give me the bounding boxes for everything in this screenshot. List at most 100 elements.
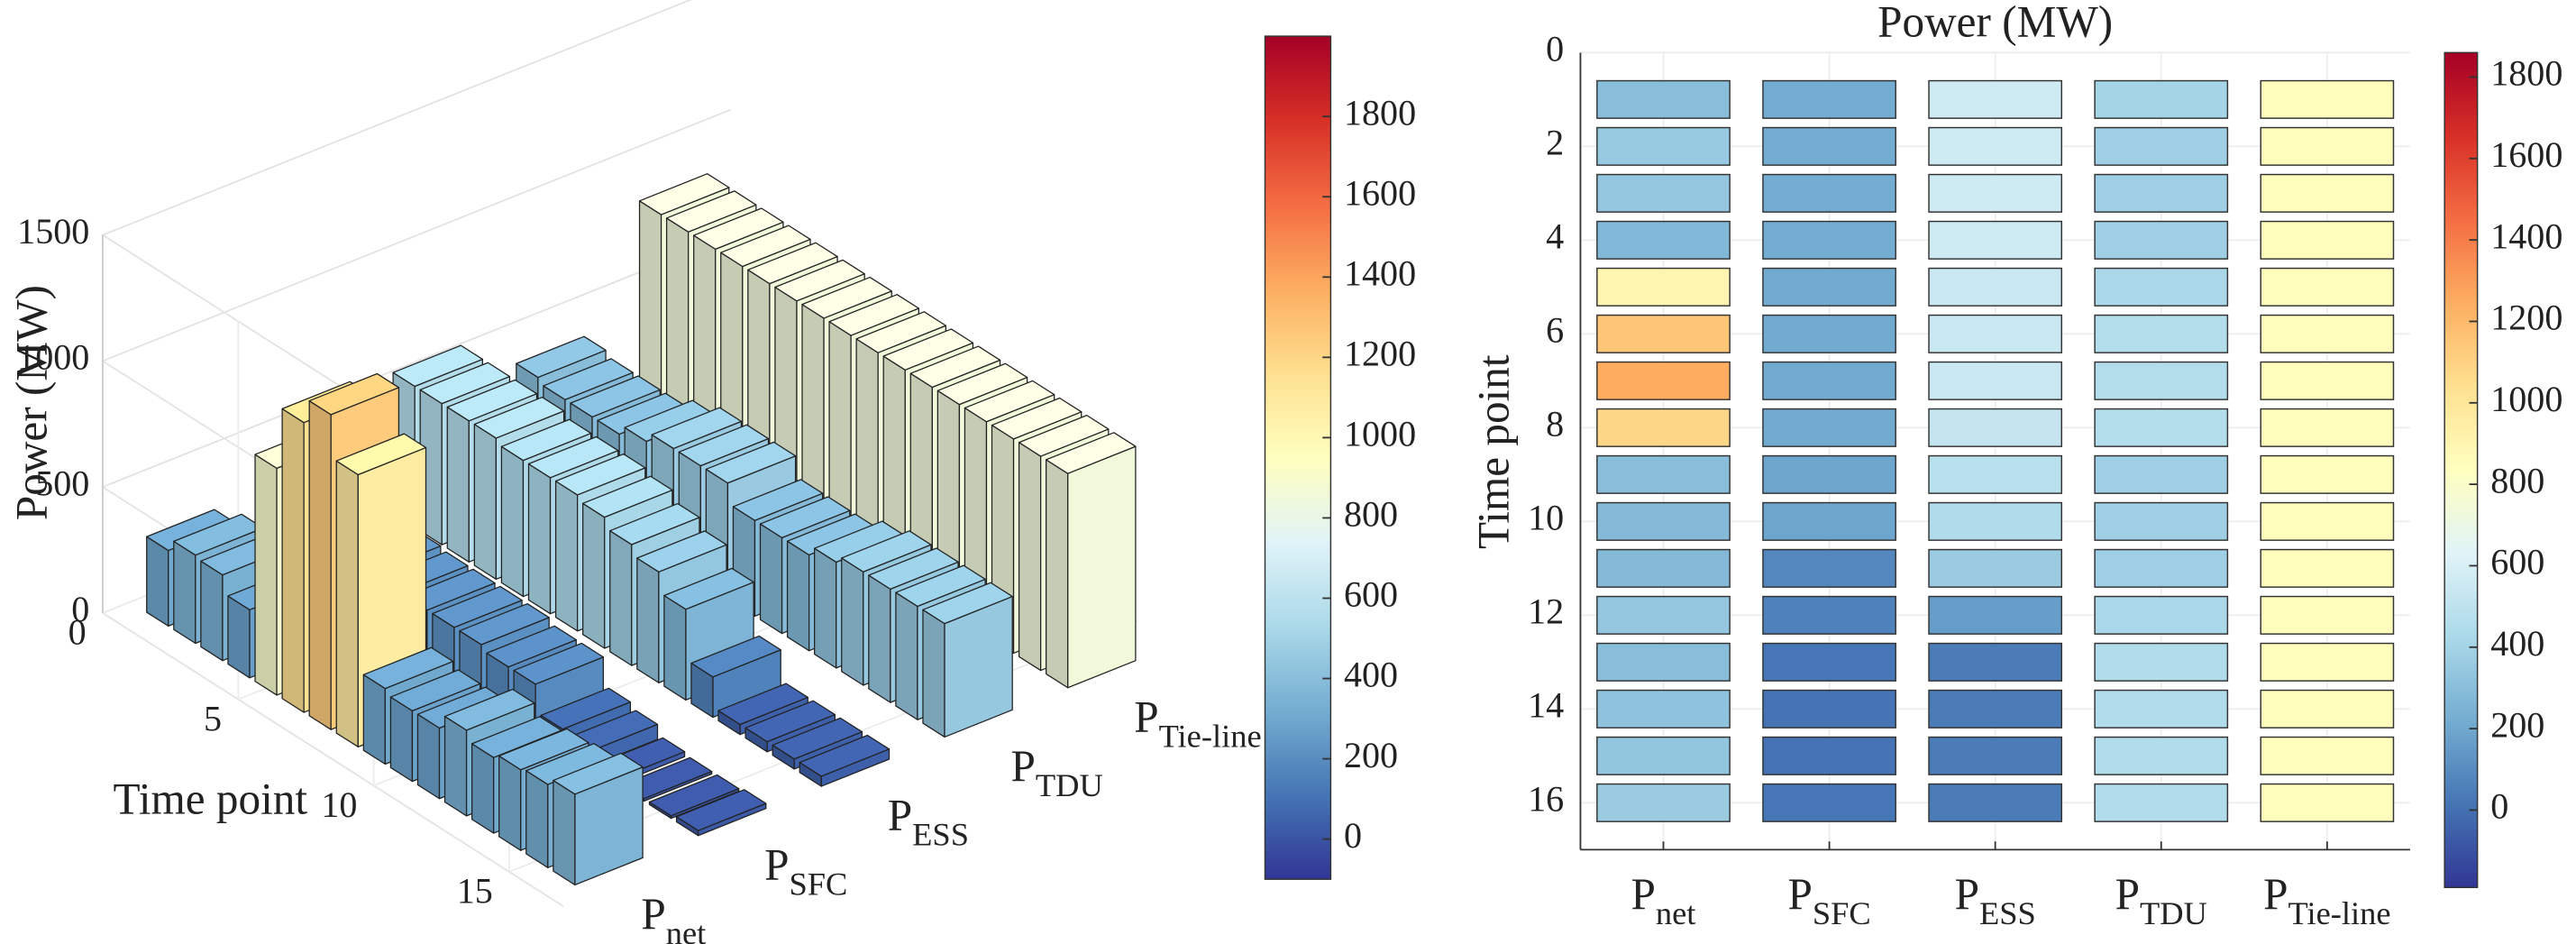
heatmap-cell: [2094, 642, 2229, 682]
heatmap-cell: [2260, 126, 2395, 166]
heatmap-cell: [2094, 783, 2229, 822]
heatmap-cell: [1762, 454, 1896, 494]
heatmap-cell: [1596, 642, 1731, 682]
heatmap-cell: [1596, 454, 1731, 494]
bar-top: [553, 752, 644, 795]
bar-side: [868, 574, 891, 703]
colorbar-tick-label: 0: [1344, 815, 1362, 856]
bar-side: [786, 540, 810, 652]
colorbar-tick-label: 600: [1344, 574, 1398, 615]
heatmap-cell: [1596, 173, 1731, 213]
bar-top: [868, 547, 959, 591]
category-base: P: [888, 791, 912, 840]
bar-top: [570, 375, 661, 418]
colorbar-tick-label: 1200: [2490, 298, 2562, 338]
bar-side: [443, 715, 468, 817]
heatmap-cell: [1762, 689, 1896, 729]
bar-top: [855, 311, 947, 353]
category-base: P: [1134, 692, 1158, 742]
bar-side: [281, 408, 305, 713]
heatmap-cell: [1596, 126, 1731, 166]
heatmap-cell: [2260, 361, 2395, 400]
heatmap-cell: [1596, 79, 1731, 119]
bar-side: [254, 454, 278, 696]
category-base: P: [1011, 741, 1036, 791]
bar-top: [717, 683, 808, 726]
colorbar-tick-label: 400: [2490, 623, 2544, 664]
heatmap-cell: [1596, 548, 1731, 588]
bar-top: [419, 362, 511, 405]
bar-side: [362, 674, 387, 765]
heatmap-cell: [1596, 408, 1731, 447]
heatmap-cell: [1762, 501, 1896, 541]
heatmap-cell: [1762, 595, 1896, 635]
heatmap-cell: [2260, 79, 2395, 119]
bar-top: [841, 530, 932, 573]
heatmap-cell: [1928, 361, 2063, 400]
colorbar-tick-label: 0: [2490, 786, 2508, 827]
y-tick-label: 4: [1546, 216, 1564, 257]
bar-side: [759, 523, 783, 635]
colorbar-tick-label: 1000: [2490, 379, 2562, 419]
bar-top: [486, 625, 577, 668]
heatmap-cell: [2260, 173, 2395, 213]
colorbar-tick-label: 1600: [1344, 172, 1416, 213]
bar-side: [200, 560, 224, 662]
y-tick-label: 16: [1528, 779, 1564, 820]
colorbar: [1264, 35, 1332, 880]
category-label: PTie-line: [1134, 692, 1261, 755]
bar-side: [470, 743, 495, 834]
bar-top: [582, 475, 673, 518]
y-tick-label: 14: [1528, 685, 1564, 726]
colorbar-tick-label: 1600: [2490, 134, 2562, 175]
heatmap-cell: [1928, 736, 2063, 775]
bar-top: [443, 688, 535, 731]
category-label: PSFC: [1787, 869, 1870, 931]
z-tick-label: 0: [71, 589, 89, 629]
heatmap-cell: [1928, 454, 2063, 494]
bar-top: [828, 294, 919, 336]
category-label: PTDU: [2115, 869, 2207, 931]
bar-top: [513, 642, 604, 685]
heatmap-cell: [2260, 783, 2395, 822]
bar-top: [540, 687, 632, 730]
heatmap-cell: [2094, 314, 2229, 353]
bar-side: [841, 557, 864, 686]
heatmap-cell: [1596, 267, 1731, 307]
colorbar-tick-label: 1200: [1344, 334, 1416, 374]
colorbar-tick-label: 800: [1344, 494, 1398, 535]
bar-top: [389, 669, 481, 712]
x-tick-label: 5: [204, 698, 222, 738]
bar-side: [500, 445, 525, 598]
heatmap-cell: [2260, 408, 2395, 447]
category-base: P: [641, 889, 665, 939]
bar: [675, 789, 767, 837]
bar-top: [922, 582, 1013, 625]
heatmap-cell: [1928, 642, 2063, 682]
bar-top: [799, 734, 891, 777]
bar-top: [638, 173, 730, 215]
bar-side: [895, 591, 918, 720]
category-label: PTie-line: [2263, 869, 2390, 931]
bar-side: [1046, 459, 1069, 689]
heatmap-cell: [1596, 220, 1731, 260]
bar-top: [744, 700, 836, 743]
bar: [553, 752, 644, 886]
category-base: P: [2115, 869, 2140, 919]
z-tick-label: 500: [35, 463, 89, 503]
heatmap-cell: [1596, 595, 1731, 635]
bar-top: [308, 372, 400, 416]
bar-top: [527, 435, 619, 479]
heatmap-cell: [1928, 501, 2063, 541]
colorbar-tick-label: 1400: [1344, 252, 1416, 293]
heatmap-cell: [1762, 783, 1896, 822]
heatmap-cell: [2260, 220, 2395, 260]
y-tick-label: 10: [1528, 498, 1564, 538]
heatmap-cell: [1762, 736, 1896, 775]
bar-top: [516, 335, 607, 379]
bar-side: [525, 770, 549, 868]
bar-top: [936, 362, 1028, 406]
bar-side: [389, 696, 414, 783]
heatmap-cell: [2094, 220, 2229, 260]
bar-top: [543, 358, 634, 400]
